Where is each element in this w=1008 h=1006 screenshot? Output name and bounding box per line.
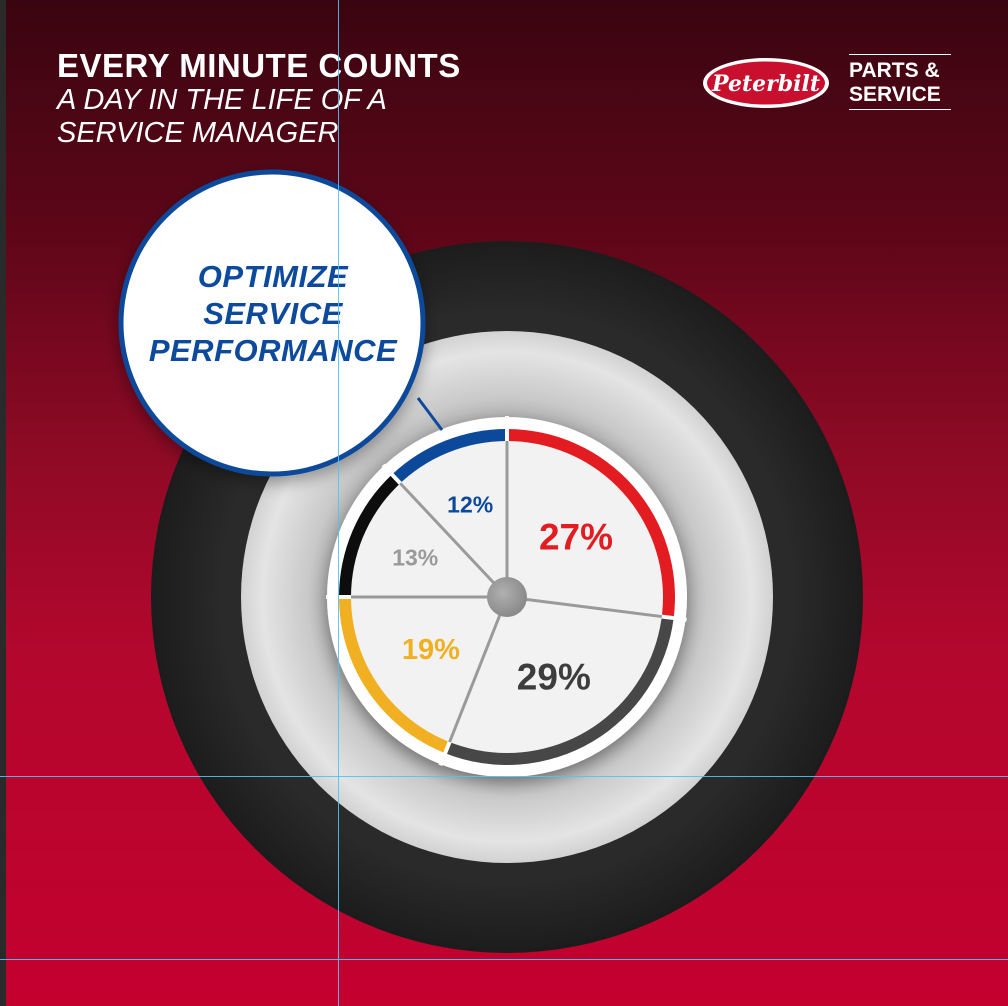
pie-spoke-3 — [448, 596, 509, 743]
callout-line-1: OPTIMIZE — [197, 259, 349, 294]
pie-hub — [487, 577, 527, 617]
logo-text: Peterbilt — [711, 71, 820, 97]
left-edge-strip — [0, 0, 6, 1006]
parts-line-1: PARTS & — [849, 59, 940, 82]
guide-line-horizontal-2 — [0, 959, 1008, 960]
pie-spoke-2 — [506, 595, 662, 619]
callout-line-3: PERFORMANCE — [148, 333, 398, 368]
pie-label-2: 29% — [517, 657, 591, 698]
callout-pointer — [416, 397, 444, 431]
page-title: EVERY MINUTE COUNTS — [57, 47, 461, 84]
guide-line-horizontal-1 — [0, 776, 1008, 777]
pie-label-4: 13% — [392, 545, 438, 571]
guide-line-vertical — [338, 0, 339, 1006]
parts-line-2: SERVICE — [849, 83, 941, 106]
band-gap-3 — [438, 740, 452, 767]
pie-group: 27% 29% 19% 13% 12% — [326, 416, 687, 777]
band-gap-2 — [660, 614, 687, 622]
callout-line-2: SERVICE — [203, 296, 343, 331]
peterbilt-logo: Peterbilt — [701, 56, 831, 110]
callout-bubble — [118, 169, 426, 477]
pie-label-1: 27% — [539, 516, 613, 557]
parts-service-label: PARTS & SERVICE — [849, 54, 951, 110]
callout-text: OPTIMIZE SERVICE PERFORMANCE — [130, 258, 416, 369]
pie-label-3: 19% — [402, 634, 460, 666]
page-subtitle: A DAY IN THE LIFE OF A SERVICE MANAGER — [57, 84, 386, 149]
pie-label-5: 12% — [447, 491, 493, 517]
band-gap-5 — [381, 463, 403, 486]
pie-spoke-5 — [399, 482, 509, 599]
